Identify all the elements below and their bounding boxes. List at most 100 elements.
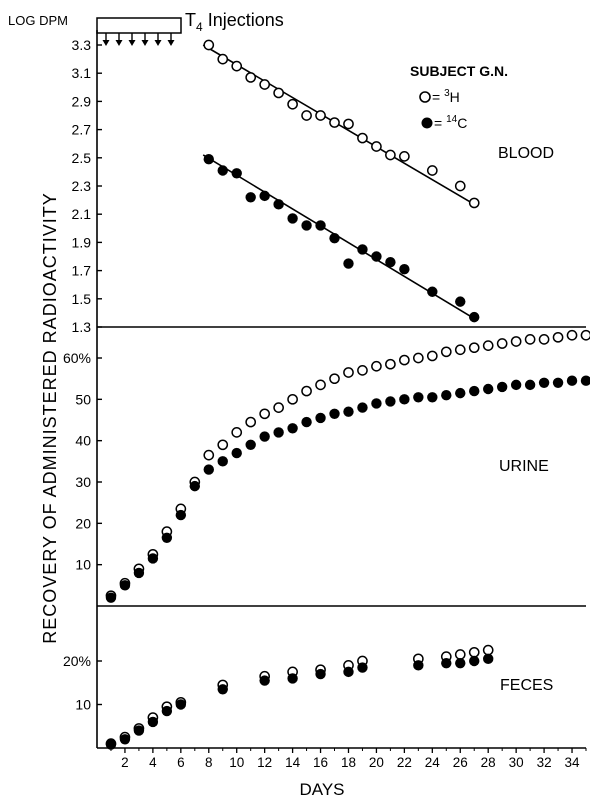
panel-label-blood: BLOOD — [498, 145, 554, 162]
injection-arrow-head — [167, 40, 175, 46]
feces-point-14C — [119, 734, 131, 745]
urine-point-3H — [496, 338, 508, 349]
blood-point-14C — [231, 168, 242, 179]
blood-point-14C — [399, 263, 410, 275]
injection-arrow-head — [154, 40, 162, 46]
blood-point-3H — [343, 118, 354, 130]
urine-point-3H — [385, 358, 396, 370]
x-axis-ticks: 2 4 6 8 10 12 14 16 18 20 22 24 26 28 30 32 34 — [110, 748, 587, 770]
urine-point-14C — [273, 427, 284, 438]
urine-point-3H — [454, 344, 466, 356]
blood-point-3H — [329, 117, 340, 128]
urine-point-14C — [566, 375, 578, 386]
urine-point-14C — [175, 509, 187, 521]
blood-point-14C — [357, 244, 368, 255]
x-tick-label: 22 — [397, 755, 412, 770]
panel-label-feces: FECES — [500, 677, 553, 694]
urine-point-3H — [315, 379, 326, 391]
urine-point-14C — [524, 379, 536, 391]
urine-point-14C — [552, 377, 564, 388]
blood-y-tick-label: 3.1 — [72, 65, 92, 81]
urine-point-3H — [399, 354, 410, 366]
urine-point-14C — [161, 532, 173, 543]
feces-point-14C — [441, 657, 452, 669]
x-tick-label: 18 — [341, 755, 356, 770]
feces-point-14C — [315, 668, 326, 680]
urine-y-tick-label: 60% — [63, 350, 91, 366]
injection-arrow-head — [115, 40, 123, 46]
blood-point-3H — [259, 79, 271, 90]
feces-point-14C — [483, 653, 494, 665]
legend-open-marker — [419, 91, 431, 103]
feces-y-tick-label: 10 — [75, 697, 91, 713]
blood-point-3H — [231, 60, 243, 72]
urine-panel: 10 20 30 40 50 60% — [63, 329, 590, 603]
urine-point-3H — [580, 329, 590, 341]
blood-point-14C — [301, 220, 312, 231]
feces-point-14C — [105, 739, 117, 750]
urine-point-14C — [105, 592, 117, 603]
injections-label: T4 Injections — [185, 10, 284, 34]
blood-point-14C — [217, 165, 228, 176]
x-tick-label: 34 — [565, 755, 581, 770]
x-tick-label: 26 — [453, 755, 468, 770]
urine-point-3H — [203, 449, 215, 461]
x-tick-label: 16 — [313, 755, 328, 770]
urine-point-14C — [510, 379, 522, 391]
urine-point-14C — [469, 385, 480, 397]
urine-point-3H — [412, 352, 424, 364]
blood-y-tick-label: 2.9 — [72, 93, 92, 109]
blood-point-3H — [371, 141, 382, 152]
x-tick-label: 12 — [257, 755, 272, 770]
urine-y-tick-label: 20 — [75, 515, 91, 531]
urine-y-tick-label: 30 — [75, 474, 91, 490]
urine-point-14C — [287, 423, 298, 434]
feces-point-14C — [161, 705, 173, 717]
x-tick-label: 24 — [425, 755, 441, 770]
urine-point-3H — [329, 373, 340, 385]
blood-point-3H — [273, 87, 284, 99]
x-tick-label: 6 — [177, 755, 185, 770]
x-tick-label: 8 — [205, 755, 213, 770]
feces-point-14C — [259, 675, 270, 686]
feces-point-3H — [482, 644, 494, 656]
urine-point-14C — [133, 567, 145, 579]
blood-point-14C — [287, 213, 298, 224]
x-tick-label: 4 — [149, 755, 157, 770]
x-tick-label: 2 — [121, 755, 129, 770]
legend-c-label: = 14C — [434, 114, 467, 131]
x-tick-label: 32 — [537, 755, 552, 770]
urine-point-14C — [427, 392, 438, 403]
injection-period-box — [96, 17, 182, 34]
urine-point-3H — [440, 346, 452, 358]
urine-point-14C — [329, 408, 340, 419]
blood-y-tick-label: 1.7 — [72, 263, 92, 279]
urine-point-14C — [119, 580, 131, 591]
blood-point-14C — [371, 251, 382, 262]
injection-arrows — [102, 33, 175, 46]
blood-y-axis-label: LOG DPM — [8, 13, 68, 28]
feces-panel: 10 20% — [63, 644, 494, 750]
urine-point-14C — [189, 480, 200, 492]
urine-point-3H — [482, 340, 494, 351]
urine-point-3H — [231, 427, 243, 438]
blood-point-3H — [203, 39, 215, 51]
blood-point-14C — [245, 192, 256, 203]
urine-point-14C — [245, 439, 256, 450]
urine-y-tick-label: 40 — [75, 433, 91, 449]
feces-point-14C — [343, 666, 354, 678]
urine-point-3H — [273, 402, 284, 413]
blood-point-14C — [315, 220, 326, 231]
x-tick-label: 14 — [285, 755, 301, 770]
blood-panel: 1.3 1.5 1.7 1.9 2.1 2.3 2.5 2.7 2.9 3.1 3.3 — [72, 37, 480, 335]
urine-point-3H — [426, 350, 438, 362]
legend-filled-marker — [421, 117, 433, 129]
urine-point-14C — [259, 431, 270, 442]
blood-point-14C — [455, 296, 466, 307]
feces-point-14C — [217, 684, 228, 695]
x-tick-label: 30 — [509, 755, 524, 770]
urine-point-14C — [357, 402, 368, 413]
blood-point-14C — [469, 311, 480, 323]
urine-point-3H — [287, 393, 298, 405]
